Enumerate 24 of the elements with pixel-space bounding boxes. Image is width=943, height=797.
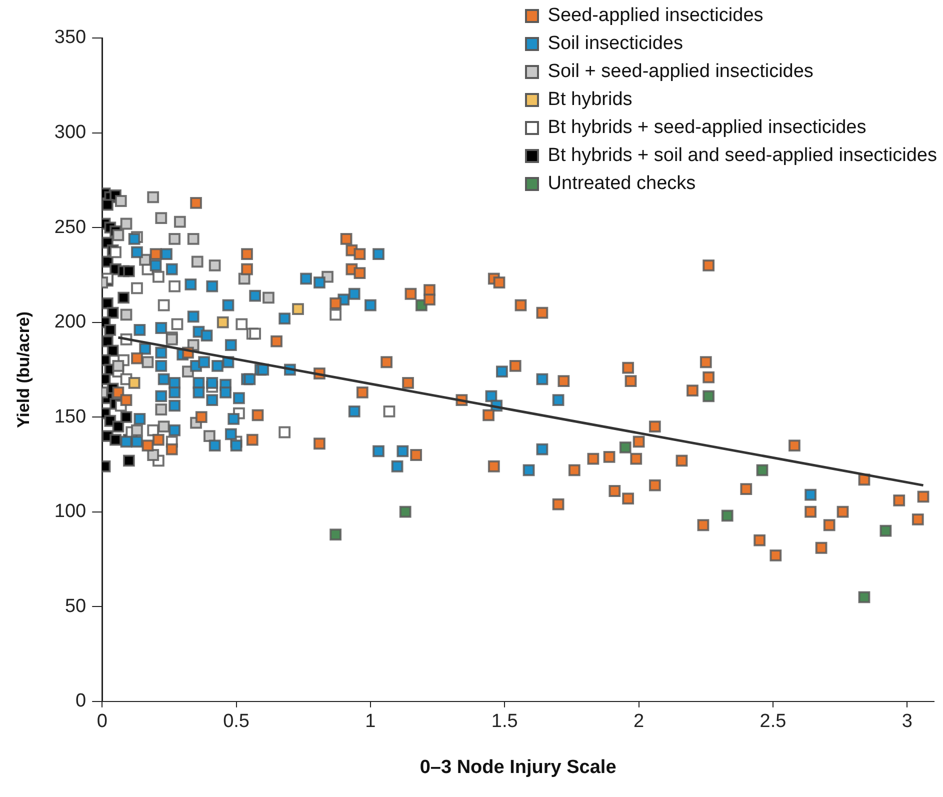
legend-label: Bt hybrids xyxy=(548,88,632,112)
x-tick-label: 2 xyxy=(634,711,644,732)
x-tick-label: 1 xyxy=(365,711,376,732)
y-tick-label: 250 xyxy=(54,216,86,238)
y-tick-label: 350 xyxy=(54,27,86,48)
y-tick-label: 200 xyxy=(54,312,86,333)
legend-label: Untreated checks xyxy=(548,172,696,196)
y-tick-label: 50 xyxy=(64,596,86,617)
y-tick-label: 0 xyxy=(76,690,86,712)
x-tick-label: 0.5 xyxy=(223,711,250,732)
legend-label: Soil + seed-applied insecticides xyxy=(548,60,814,84)
y-axis-title: Yield (bu/acre) xyxy=(14,311,33,428)
x-tick-label: 2.5 xyxy=(760,711,786,732)
legend-label: Soil insecticides xyxy=(548,32,683,56)
x-tick-label: 3 xyxy=(902,711,912,732)
legend-label: Bt hybrids + seed-applied insecticides xyxy=(548,116,866,140)
y-tick-label: 100 xyxy=(54,501,86,522)
x-axis-title: 0–3 Node Injury Scale xyxy=(420,756,616,778)
y-tick-label: 300 xyxy=(54,122,86,144)
x-tick-label: 1.5 xyxy=(491,711,518,732)
y-tick-label: 150 xyxy=(54,406,86,428)
legend-label: Bt hybrids + soil and seed-applied insecticides xyxy=(548,144,937,168)
x-tick-label: 0 xyxy=(96,711,108,732)
legend-label: Seed-applied insecticides xyxy=(548,4,764,28)
